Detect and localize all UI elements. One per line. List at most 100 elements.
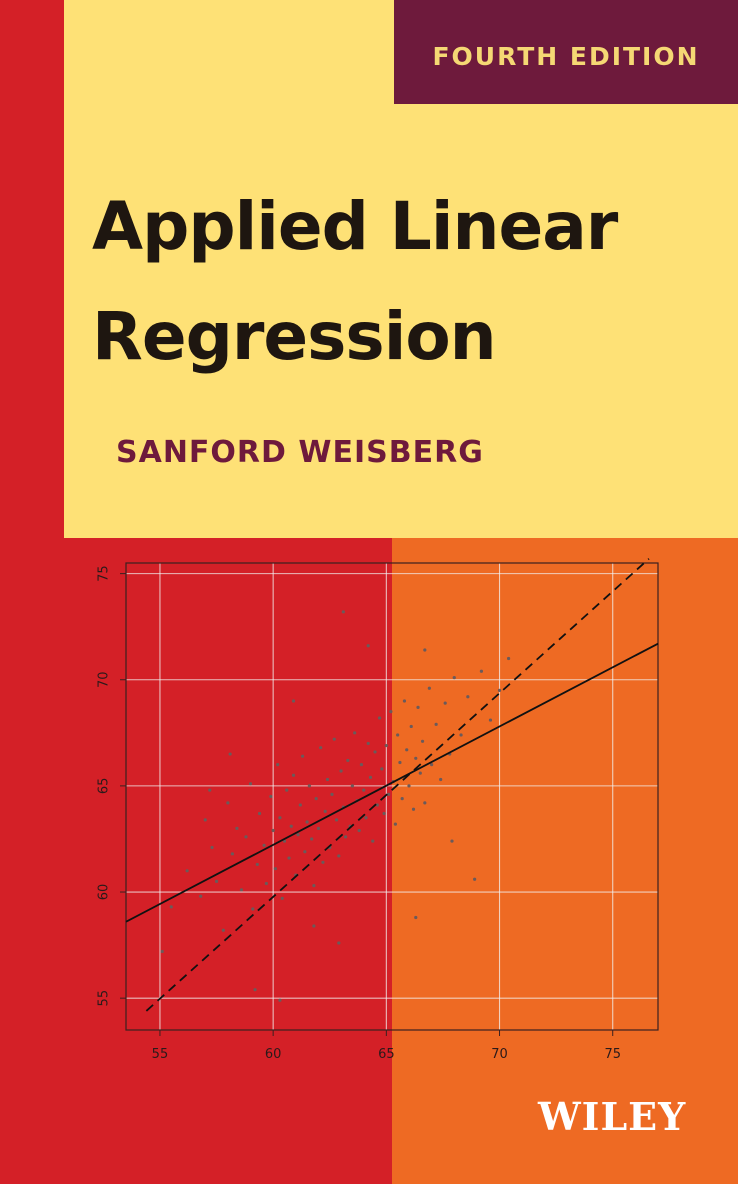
data-point <box>375 803 379 807</box>
data-point <box>276 763 280 767</box>
data-point <box>244 835 248 839</box>
data-point <box>488 718 493 722</box>
data-point <box>359 763 364 767</box>
data-point <box>416 705 420 709</box>
data-point <box>307 784 311 788</box>
data-point <box>380 767 384 771</box>
data-point <box>452 676 456 680</box>
data-point <box>298 803 302 807</box>
data-point <box>330 792 334 796</box>
plot-frame <box>125 562 659 1031</box>
data-point <box>497 688 502 692</box>
author-name: SANFORD WEISBERG <box>116 435 484 470</box>
data-point <box>305 820 309 824</box>
data-point <box>387 792 391 796</box>
fit-lines <box>125 558 659 1012</box>
data-point <box>423 801 427 805</box>
data-point <box>393 822 397 826</box>
data-point <box>303 850 307 854</box>
data-point <box>332 737 336 741</box>
regression-line <box>125 642 659 923</box>
data-point <box>479 669 484 673</box>
data-point <box>255 862 259 867</box>
data-point <box>280 896 284 900</box>
data-point <box>321 860 325 864</box>
data-point <box>405 748 409 752</box>
data-point <box>210 845 214 850</box>
publisher-logo: WILEY <box>538 1094 687 1139</box>
x-tick-label: 65 <box>378 1047 395 1062</box>
data-point <box>319 746 323 750</box>
y-tick-label: 65 <box>97 778 112 795</box>
data-point <box>291 773 296 777</box>
data-point <box>278 816 282 820</box>
data-point <box>160 949 164 954</box>
data-point <box>323 809 327 813</box>
data-point <box>362 788 366 792</box>
data-point <box>414 756 418 760</box>
data-point <box>185 869 189 873</box>
data-point <box>337 854 341 858</box>
data-point <box>443 701 447 705</box>
data-point <box>368 775 373 779</box>
data-point <box>430 763 434 767</box>
data-point <box>384 743 388 748</box>
data-point <box>434 722 438 726</box>
data-point <box>169 905 173 909</box>
edition-banner <box>394 0 738 104</box>
x-tick-label: 55 <box>152 1047 169 1062</box>
data-point <box>418 771 422 775</box>
data-point <box>253 988 257 992</box>
data-point <box>473 877 477 881</box>
data-point <box>269 794 273 799</box>
data-point <box>289 824 293 828</box>
data-point <box>414 915 418 920</box>
data-point <box>273 867 278 871</box>
x-tick-label: 75 <box>604 1047 621 1062</box>
data-point <box>346 758 350 763</box>
data-point <box>357 828 361 833</box>
data-point <box>291 699 296 703</box>
data-point <box>400 797 404 801</box>
data-point <box>257 811 262 816</box>
data-point <box>239 888 244 892</box>
data-point <box>314 797 318 801</box>
data-point <box>439 777 443 782</box>
data-point <box>506 656 511 661</box>
data-point <box>325 777 330 782</box>
data-point <box>300 754 305 758</box>
data-point <box>377 716 382 720</box>
data-point <box>459 733 463 737</box>
data-point <box>214 879 219 884</box>
data-point <box>230 852 234 856</box>
data-point <box>226 801 230 805</box>
data-point <box>398 760 402 765</box>
data-point <box>423 648 427 652</box>
title-line-2: Regression <box>92 298 497 375</box>
data-point <box>221 928 225 932</box>
data-point <box>296 833 300 837</box>
data-point <box>371 839 375 843</box>
x-tick-label: 70 <box>491 1047 508 1062</box>
data-point <box>450 839 454 843</box>
data-point <box>312 884 316 888</box>
data-point <box>334 818 339 822</box>
data-point <box>235 826 239 830</box>
data-point <box>337 941 341 945</box>
data-point <box>251 907 255 911</box>
data-point <box>407 784 411 788</box>
dashed-line <box>145 558 650 1012</box>
data-point <box>316 826 321 830</box>
data-point <box>208 788 212 792</box>
title-line-1: Applied Linear <box>92 188 618 265</box>
data-point <box>248 782 253 786</box>
data-point <box>271 828 275 833</box>
y-tick-label: 70 <box>97 671 112 688</box>
data-point <box>199 894 203 898</box>
y-tick-label: 55 <box>97 990 112 1007</box>
data-points <box>160 610 511 1002</box>
data-point <box>264 881 268 886</box>
book-title: Applied Linear Regression <box>92 172 618 392</box>
